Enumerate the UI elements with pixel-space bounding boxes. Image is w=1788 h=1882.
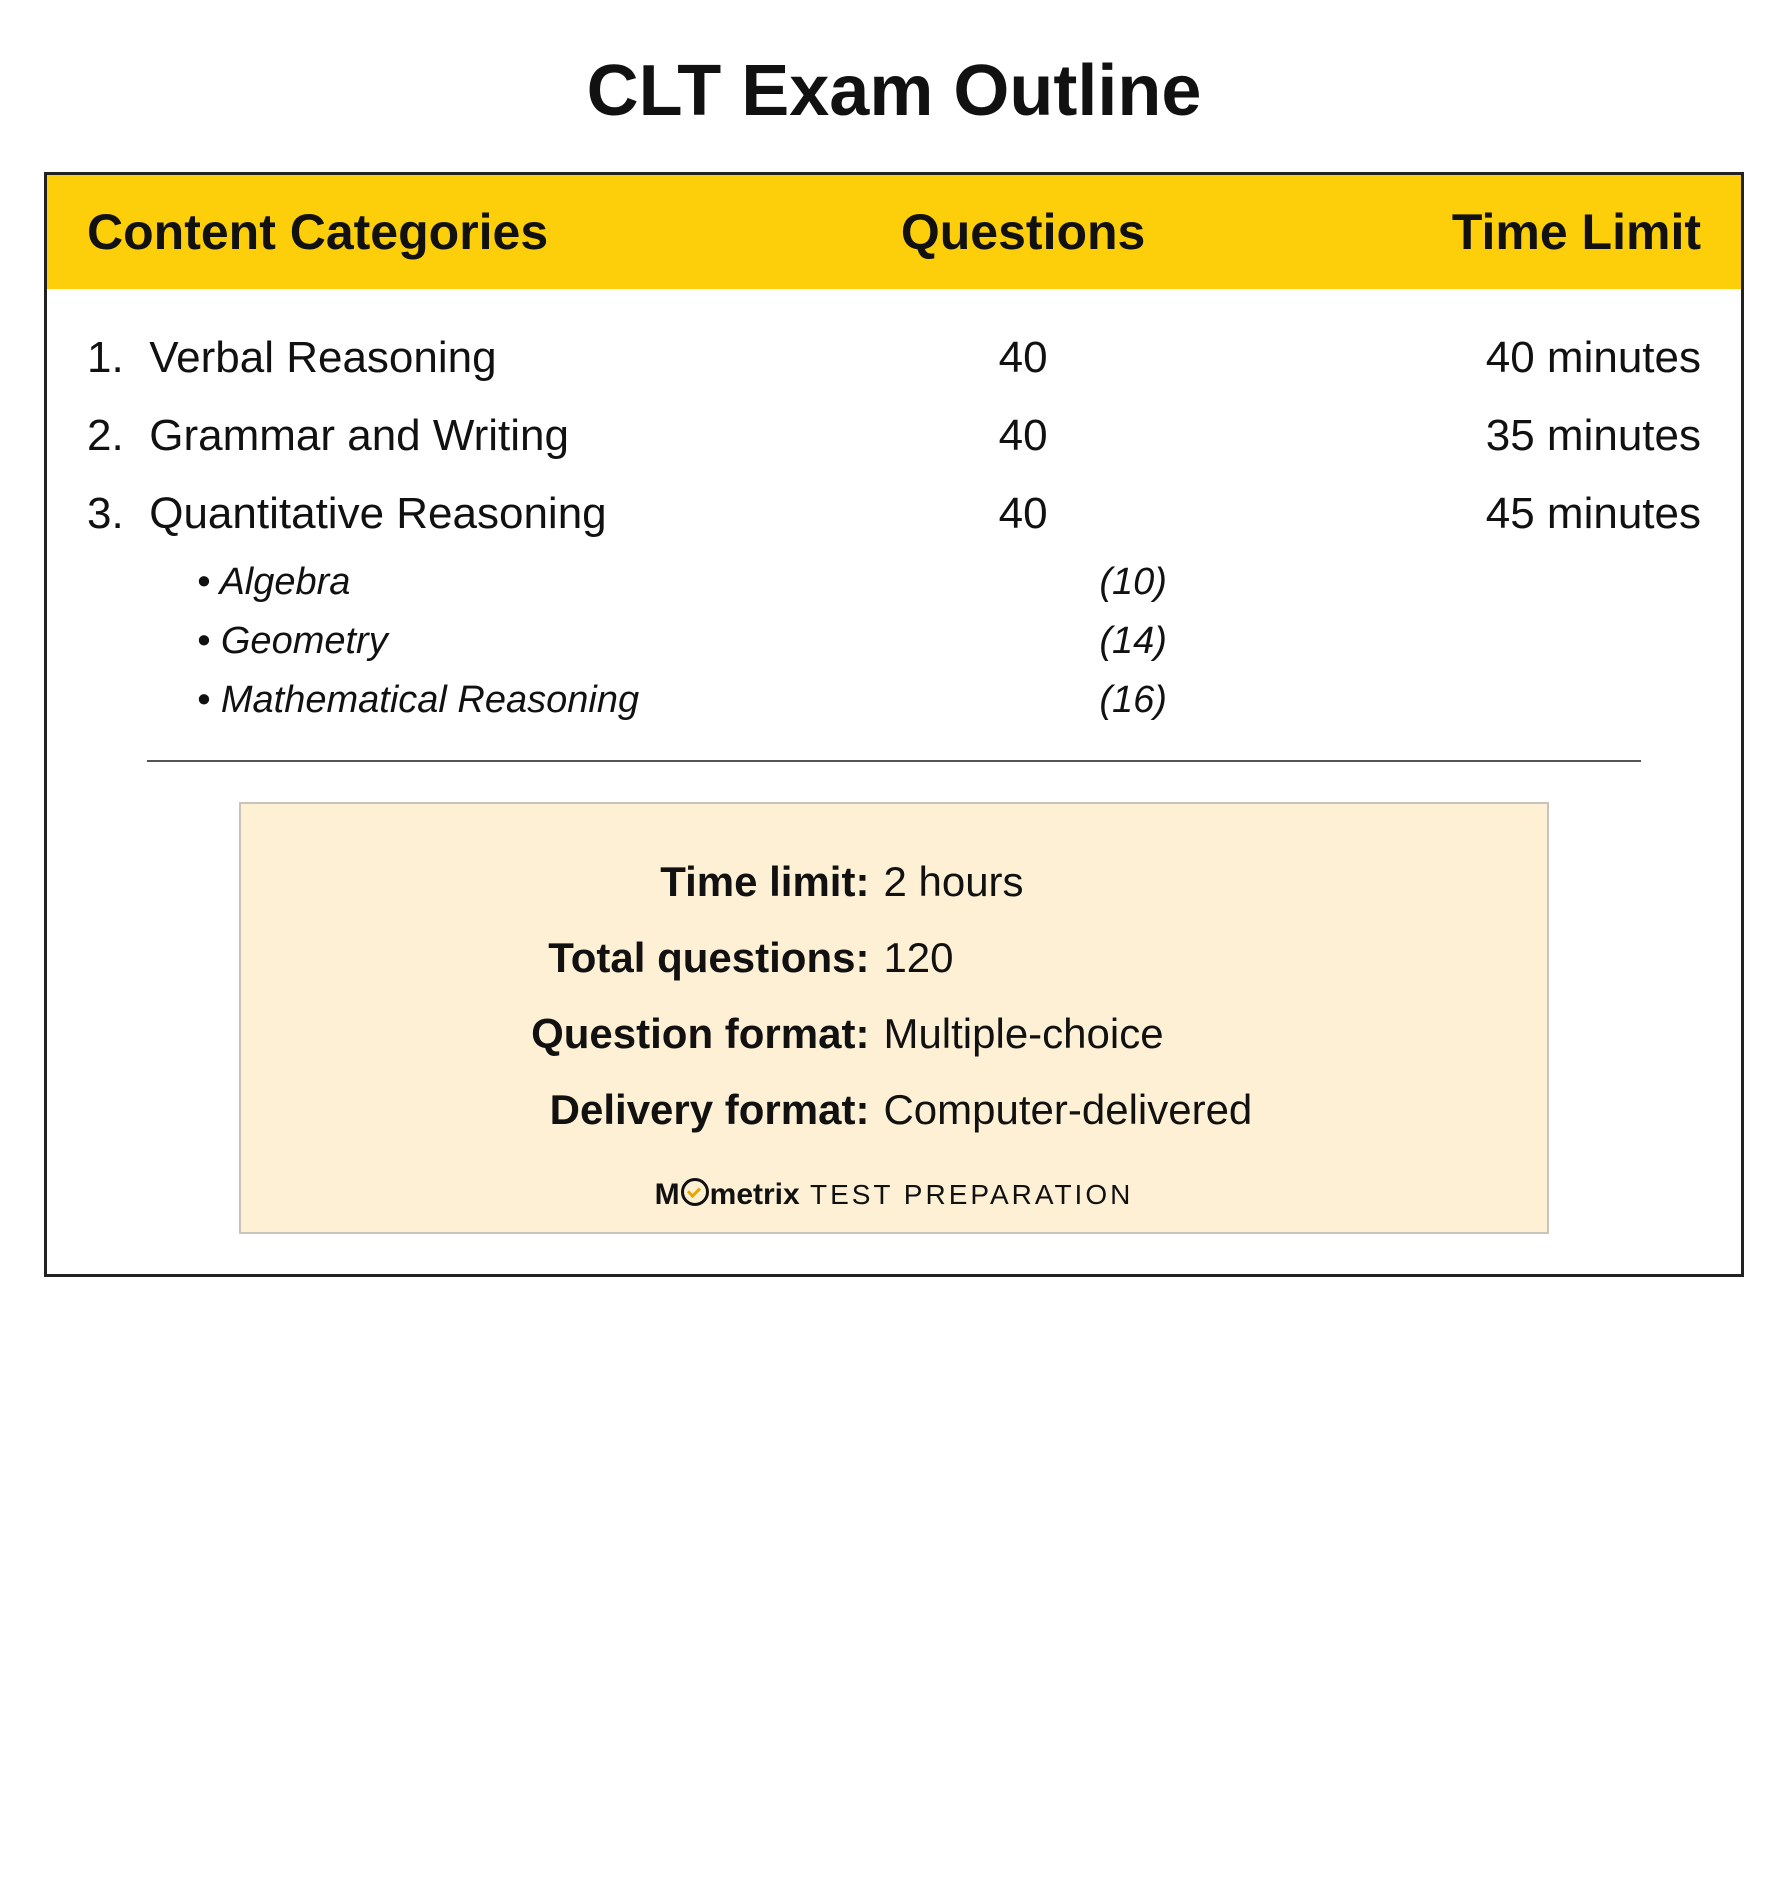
- sub-questions: (10): [939, 561, 1326, 604]
- summary-value: Multiple-choice: [883, 1010, 1521, 1058]
- summary-row: Total questions: 120: [281, 920, 1508, 996]
- row-number: 1.: [87, 333, 137, 383]
- sub-name: Mathematical Reasoning: [221, 679, 639, 721]
- divider: [147, 760, 1641, 762]
- table-body: 1. Verbal Reasoning 40 40 minutes 2. Gra…: [47, 289, 1741, 1274]
- row-time: 45 minutes: [1217, 489, 1701, 539]
- header-questions: Questions: [829, 203, 1216, 261]
- table-header-row: Content Categories Questions Time Limit: [47, 175, 1741, 289]
- brand-logo: Mmetrix TEST PREPARATION: [281, 1178, 1508, 1212]
- brand-post: metrix: [710, 1178, 800, 1211]
- summary-label: Total questions:: [281, 934, 884, 982]
- summary-value: Computer-delivered: [883, 1086, 1521, 1134]
- row-number: 2.: [87, 411, 137, 461]
- summary-row: Time limit: 2 hours: [281, 844, 1508, 920]
- row-time: 40 minutes: [1217, 333, 1701, 383]
- table-row: 3. Quantitative Reasoning 40 45 minutes: [87, 475, 1701, 553]
- table-row: 1. Verbal Reasoning 40 40 minutes: [87, 319, 1701, 397]
- sub-questions: (16): [939, 679, 1326, 722]
- summary-value: 2 hours: [883, 858, 1521, 906]
- summary-label: Delivery format:: [281, 1086, 884, 1134]
- row-number: 3.: [87, 489, 137, 539]
- summary-label: Time limit:: [281, 858, 884, 906]
- table-row: 2. Grammar and Writing 40 35 minutes: [87, 397, 1701, 475]
- row-time: 35 minutes: [1217, 411, 1701, 461]
- page-title: CLT Exam Outline: [44, 50, 1744, 132]
- brand-suffix: TEST PREPARATION: [800, 1179, 1134, 1210]
- summary-label: Question format:: [281, 1010, 884, 1058]
- sub-name: Algebra: [219, 561, 350, 603]
- row-name: Grammar and Writing: [149, 411, 569, 460]
- brand-pre: M: [655, 1178, 680, 1211]
- summary-row: Delivery format: Computer-delivered: [281, 1072, 1508, 1148]
- sub-questions: (14): [939, 620, 1326, 663]
- header-time: Time Limit: [1217, 203, 1701, 261]
- summary-value: 120: [883, 934, 1521, 982]
- sub-row: • Geometry (14): [87, 612, 1701, 671]
- row-name: Quantitative Reasoning: [149, 489, 606, 538]
- checkmark-icon: [681, 1178, 709, 1206]
- outline-table: Content Categories Questions Time Limit …: [44, 172, 1744, 1277]
- row-name: Verbal Reasoning: [149, 333, 496, 382]
- summary-row: Question format: Multiple-choice: [281, 996, 1508, 1072]
- sub-row: • Algebra (10): [87, 553, 1701, 612]
- row-questions: 40: [829, 333, 1216, 383]
- header-category: Content Categories: [87, 203, 829, 261]
- summary-box: Time limit: 2 hours Total questions: 120…: [239, 802, 1550, 1234]
- row-questions: 40: [829, 411, 1216, 461]
- sub-row: • Mathematical Reasoning (16): [87, 671, 1701, 730]
- row-questions: 40: [829, 489, 1216, 539]
- sub-name: Geometry: [221, 620, 388, 662]
